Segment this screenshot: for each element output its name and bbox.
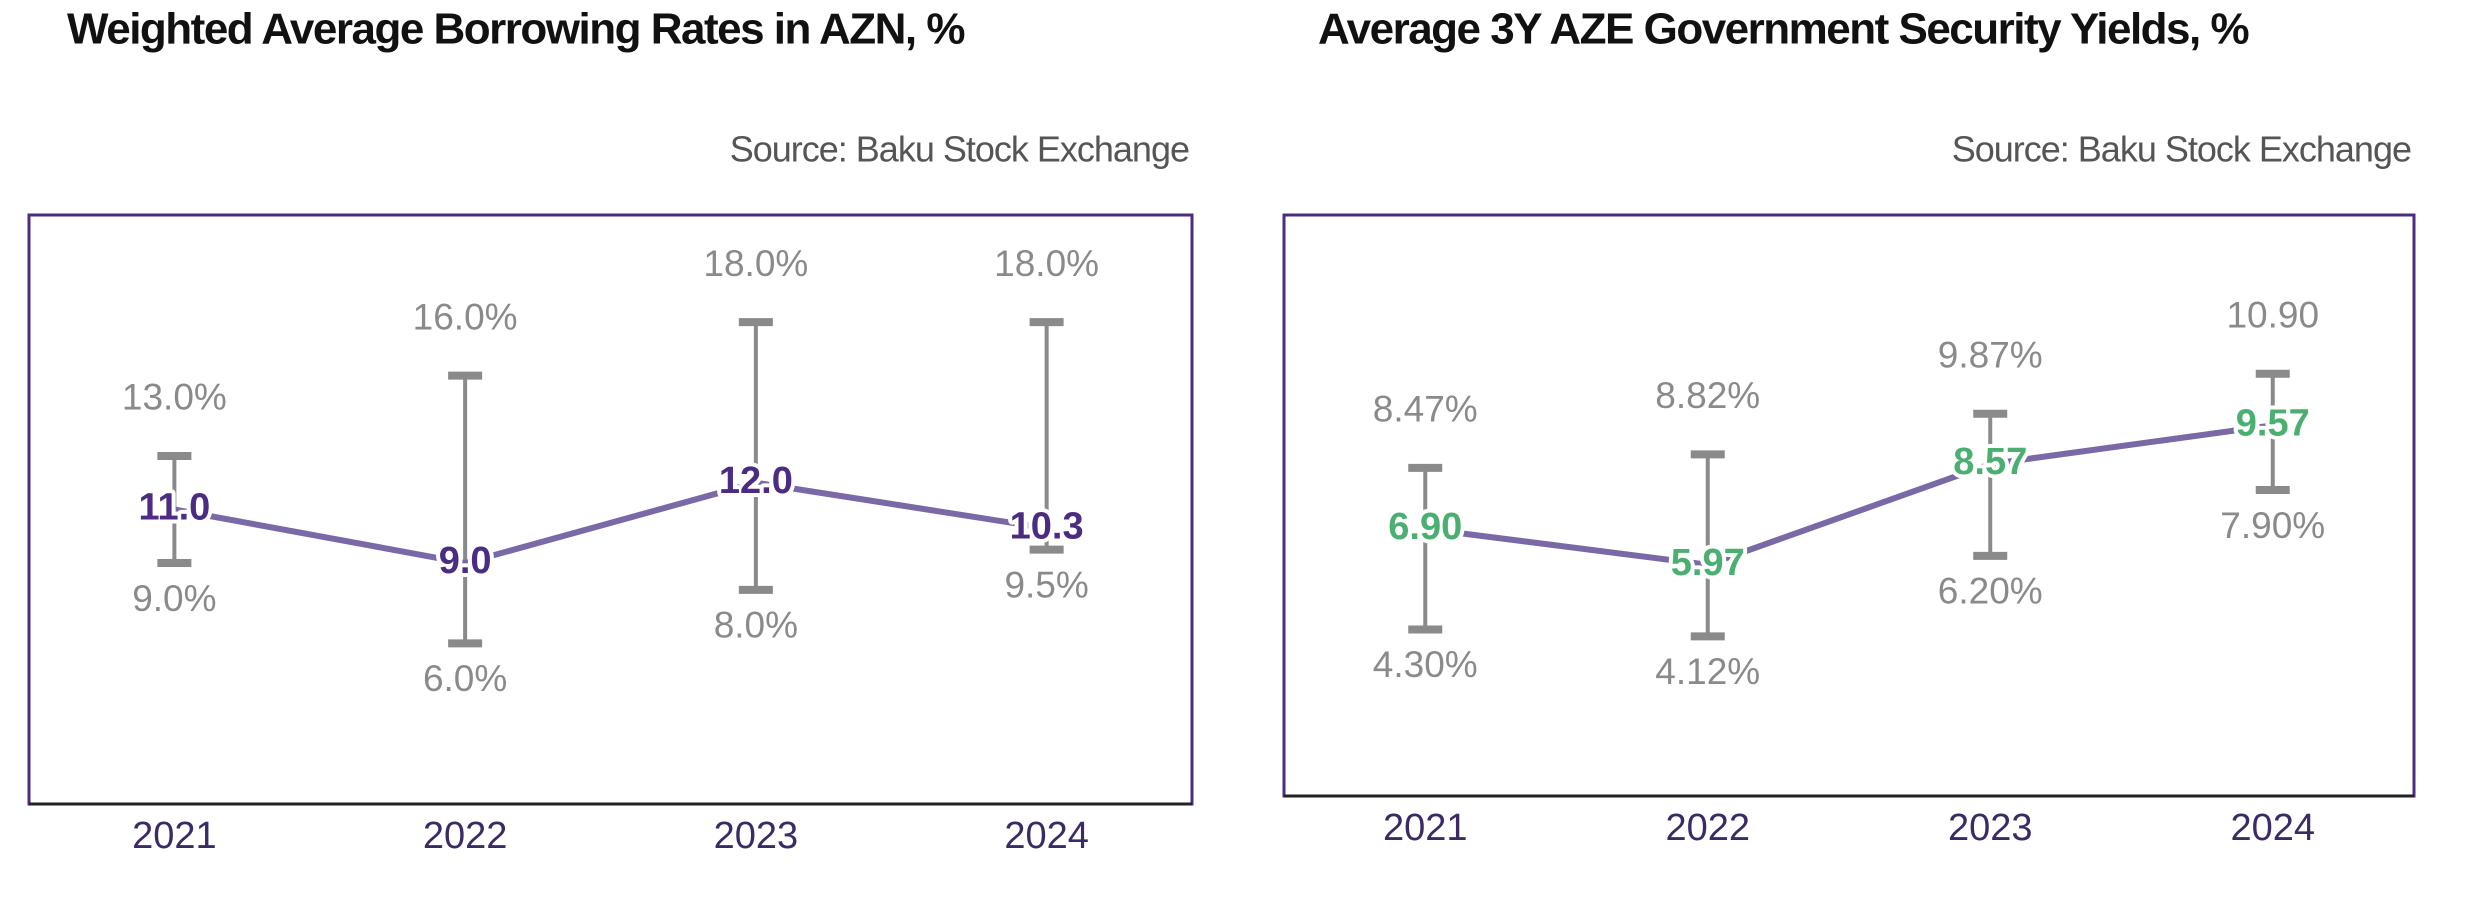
high-label: 16.0% [413,296,518,337]
x-tick-label: 2021 [1383,807,1468,849]
chart-title: Weighted Average Borrowing Rates in AZN,… [67,5,964,54]
high-label: 10.90 [2226,295,2319,336]
series-line [173,479,1048,567]
low-label: 8.0% [714,605,798,646]
value-label: 6.90 [1388,506,1462,548]
x-tick-label: 2021 [132,815,217,857]
low-label: 7.90% [2220,505,2325,546]
high-label: 8.82% [1655,375,1760,416]
x-tick-label: 2024 [1004,815,1089,857]
value-label: 9.57 [2236,402,2310,444]
value-label: 8.57 [1953,441,2027,483]
high-label: 18.0% [703,243,808,284]
source-note: Source: Baku Stock Exchange [1952,129,2411,170]
low-label: 6.0% [423,658,507,699]
low-label: 9.0% [132,578,216,619]
x-tick-label: 2022 [423,815,508,857]
x-tick-label: 2022 [1665,807,1750,849]
x-tick-label: 2023 [1948,807,2033,849]
low-label: 4.30% [1373,644,1478,685]
high-label: 13.0% [122,377,227,418]
series-line [1424,422,2274,568]
low-label: 9.5% [1004,564,1088,605]
value-label: 5.97 [1671,542,1745,584]
value-label: 9.0 [439,540,492,582]
x-tick-label: 2024 [2230,807,2315,849]
high-label: 9.87% [1938,334,2043,375]
high-label: 8.47% [1373,389,1478,430]
low-label: 4.12% [1655,651,1760,692]
chart-title: Average 3Y AZE Government Security Yield… [1318,5,2248,54]
low-label: 6.20% [1938,571,2043,612]
value-label: 11.0 [138,487,210,529]
x-tick-label: 2023 [714,815,799,857]
high-label: 18.0% [994,243,1099,284]
value-label: 10.3 [1010,505,1084,547]
value-label: 12.0 [719,460,793,502]
source-note: Source: Baku Stock Exchange [730,129,1189,170]
